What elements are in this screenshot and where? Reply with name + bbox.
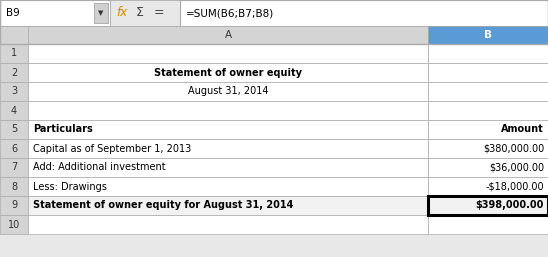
Bar (28, 26, 428, 44)
Text: fx: fx (116, 6, 127, 20)
Bar (28, 44, 428, 63)
Bar (428, 139, 548, 158)
Text: =SUM(B6;B7;B8): =SUM(B6;B7;B8) (186, 8, 274, 18)
Bar (0, 0, 110, 26)
Bar (28, 177, 428, 196)
Bar (28, 158, 428, 177)
Text: Amount: Amount (501, 124, 544, 134)
Bar (0, 63, 28, 82)
Bar (0, 215, 28, 234)
Bar (428, 44, 548, 63)
Bar (0, 139, 28, 158)
Text: 4: 4 (11, 106, 17, 115)
Text: 7: 7 (11, 162, 17, 172)
Text: 3: 3 (11, 87, 17, 96)
Bar (0, 82, 28, 101)
Bar (428, 158, 548, 177)
Text: 5: 5 (11, 124, 17, 134)
Text: 6: 6 (11, 143, 17, 153)
Bar (28, 139, 428, 158)
Text: $36,000.00: $36,000.00 (489, 162, 544, 172)
Bar (0, 26, 28, 44)
Bar (428, 63, 548, 82)
Bar (28, 215, 428, 234)
Bar (0, 196, 28, 215)
Text: Less: Drawings: Less: Drawings (33, 181, 107, 191)
Text: 9: 9 (11, 200, 17, 210)
Text: =: = (154, 6, 164, 20)
Bar (0, 120, 28, 139)
Bar (28, 196, 428, 215)
Bar (94, 3, 108, 23)
Text: 8: 8 (11, 181, 17, 191)
Text: 1: 1 (11, 49, 17, 59)
Bar (428, 82, 548, 101)
Text: 10: 10 (8, 219, 20, 230)
Text: -$18,000.00: -$18,000.00 (486, 181, 544, 191)
Text: August 31, 2014: August 31, 2014 (188, 87, 269, 96)
Bar (0, 177, 28, 196)
Bar (428, 196, 548, 215)
Bar (28, 120, 428, 139)
Bar (428, 177, 548, 196)
Text: $380,000.00: $380,000.00 (483, 143, 544, 153)
Text: B: B (484, 30, 492, 40)
Bar (428, 26, 548, 44)
Text: Add: Additional investment: Add: Additional investment (33, 162, 165, 172)
Bar (0, 101, 28, 120)
Text: Σ: Σ (136, 6, 144, 20)
Text: Statement of owner equity: Statement of owner equity (154, 68, 302, 78)
Bar (110, 0, 180, 26)
Text: Particulars: Particulars (33, 124, 93, 134)
Bar (28, 101, 428, 120)
Text: ▼: ▼ (98, 10, 104, 16)
Bar (0, 0, 548, 26)
Text: Statement of owner equity for August 31, 2014: Statement of owner equity for August 31,… (33, 200, 293, 210)
Bar (0, 44, 28, 63)
Bar (28, 82, 428, 101)
Bar (428, 120, 548, 139)
Text: B9: B9 (6, 8, 20, 18)
Bar (428, 215, 548, 234)
Bar (428, 101, 548, 120)
Bar (180, 0, 548, 26)
Text: 2: 2 (11, 68, 17, 78)
Text: $398,000.00: $398,000.00 (476, 200, 544, 210)
Text: Capital as of September 1, 2013: Capital as of September 1, 2013 (33, 143, 191, 153)
Text: A: A (225, 30, 232, 40)
Bar (0, 0, 548, 44)
Bar (0, 158, 28, 177)
Bar (28, 63, 428, 82)
Bar (428, 196, 548, 215)
